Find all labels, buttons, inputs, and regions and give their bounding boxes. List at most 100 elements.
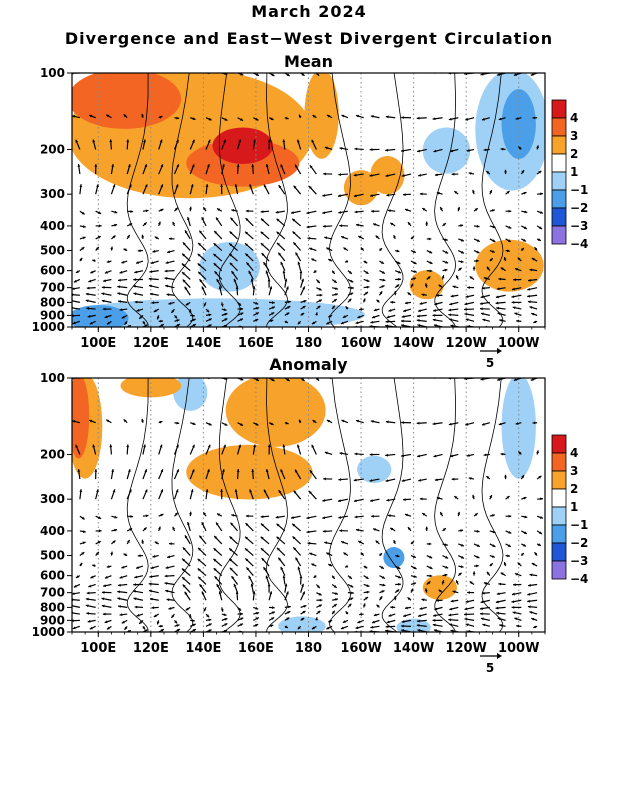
wind-vector-head bbox=[416, 116, 420, 120]
zero-contour bbox=[126, 378, 149, 632]
wind-vector-head bbox=[497, 312, 501, 316]
wind-vector-head bbox=[500, 572, 504, 576]
wind-vector-head bbox=[72, 115, 76, 118]
wind-vector-head bbox=[311, 258, 315, 262]
wind-vector-head bbox=[182, 577, 186, 580]
wind-vector-head bbox=[198, 576, 202, 580]
colorbar-swatch bbox=[551, 189, 567, 209]
wind-vector-head bbox=[245, 536, 248, 540]
wind-vector-head bbox=[417, 324, 421, 327]
wind-vector-head bbox=[322, 499, 326, 502]
wind-vector-head bbox=[323, 477, 326, 481]
wind-vector-head bbox=[370, 320, 374, 324]
wind-vector-head bbox=[390, 605, 394, 609]
wind-vector-head bbox=[433, 629, 437, 632]
panel-anomaly: Anomaly 100E 120E 140E 160E 180 160W 140W 120W 10… bbox=[32, 355, 589, 675]
wind-vector-head bbox=[240, 312, 244, 316]
wind-vector-head bbox=[482, 318, 486, 322]
wind-vector-head bbox=[165, 589, 169, 593]
wind-vector-head bbox=[144, 184, 148, 188]
y-tick-label: 900 bbox=[40, 613, 65, 627]
plot-area bbox=[72, 374, 544, 632]
shade-blob bbox=[422, 575, 458, 600]
wind-vector-head bbox=[307, 236, 311, 240]
wind-vector-head bbox=[208, 422, 212, 426]
wind-vector-head bbox=[492, 530, 496, 534]
colorbar-swatch bbox=[551, 542, 567, 562]
wind-vector-head bbox=[451, 477, 455, 481]
wind-vector-head bbox=[79, 257, 83, 261]
y-tick-label: 600 bbox=[40, 569, 65, 583]
zero-contour bbox=[266, 378, 288, 632]
zero-contour bbox=[434, 378, 457, 632]
wind-vector-head bbox=[165, 566, 169, 569]
wind-vector-head bbox=[496, 592, 500, 596]
wind-vector-head bbox=[465, 600, 469, 603]
wind-vector-head bbox=[87, 314, 91, 318]
wind-vector-head bbox=[121, 315, 125, 319]
wind-vector-head bbox=[359, 612, 362, 616]
wind-vector-head bbox=[523, 531, 527, 534]
wind-vector-head bbox=[86, 307, 90, 310]
wind-vector bbox=[520, 631, 522, 632]
wind-vector-head bbox=[156, 374, 159, 377]
wind-vector-head bbox=[103, 584, 106, 588]
wind-vector-head bbox=[185, 607, 189, 611]
zero-contour bbox=[481, 378, 504, 632]
wind-vector-head bbox=[464, 612, 467, 616]
wind-vector-head bbox=[534, 247, 538, 251]
wind-vector-head bbox=[311, 321, 315, 325]
wind-vector-head bbox=[373, 223, 377, 226]
wind-vector-head bbox=[433, 309, 436, 312]
wind-vector-head bbox=[445, 260, 449, 264]
wind-vector-head bbox=[117, 590, 121, 594]
wind-vector-head bbox=[255, 312, 259, 315]
wind-vector-head bbox=[156, 621, 160, 625]
wind-vector-head bbox=[110, 551, 114, 555]
y-tick-label: 300 bbox=[40, 187, 65, 201]
wind-vector-head bbox=[369, 174, 373, 177]
wind-vector-head bbox=[401, 174, 405, 177]
wind-vector-head bbox=[255, 301, 259, 305]
wind-vector-head bbox=[458, 572, 462, 576]
wind-vector-head bbox=[90, 575, 94, 579]
wind-vector-head bbox=[342, 620, 346, 623]
wind-vector-head bbox=[527, 294, 531, 298]
wind-vector-head bbox=[328, 564, 332, 567]
wind-vector-head bbox=[432, 618, 436, 622]
wind-vector-head bbox=[112, 184, 116, 188]
wind-vector-head bbox=[355, 626, 359, 630]
wind-vector-head bbox=[338, 515, 342, 519]
wind-vector-head bbox=[323, 172, 326, 176]
wind-vector-head bbox=[380, 261, 384, 264]
wind-vector-head bbox=[345, 611, 349, 615]
wind-vector-head bbox=[371, 209, 374, 213]
wind-vector-head bbox=[218, 286, 222, 290]
y-tick-label: 500 bbox=[40, 244, 65, 258]
wind-vector-head bbox=[280, 164, 284, 168]
wind-vector-head bbox=[75, 139, 79, 143]
x-tick-label: 160E bbox=[238, 336, 274, 351]
wind-vector-head bbox=[396, 554, 400, 558]
wind-vector-head bbox=[353, 499, 357, 503]
wind-vector-head bbox=[338, 478, 342, 481]
wind-vector-head bbox=[263, 567, 267, 571]
zero-contour bbox=[126, 73, 149, 327]
wind-vector-head bbox=[297, 566, 301, 570]
wind-vector-head bbox=[173, 374, 176, 377]
wind-vector-head bbox=[333, 280, 337, 283]
wind-vector-head bbox=[403, 614, 407, 618]
wind-vector-head bbox=[190, 184, 194, 188]
wind-vector-head bbox=[299, 575, 303, 579]
wind-vector-head bbox=[460, 529, 464, 533]
wind-vector-head bbox=[297, 444, 300, 448]
wind-vector-head bbox=[397, 261, 401, 264]
wind-vector-head bbox=[464, 617, 468, 621]
wind-vector-head bbox=[79, 489, 83, 492]
wind-vector-head bbox=[284, 583, 288, 587]
wind-vector-head bbox=[438, 589, 442, 593]
wind-vector-head bbox=[482, 623, 486, 627]
wind-vector-head bbox=[207, 469, 210, 473]
wind-vector-head bbox=[256, 306, 260, 310]
wind-vector-head bbox=[483, 582, 487, 585]
